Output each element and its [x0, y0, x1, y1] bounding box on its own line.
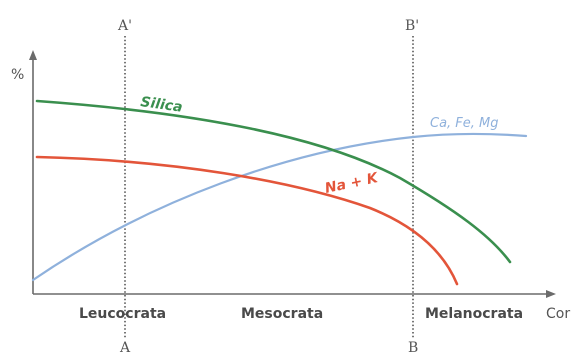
nak-label: Na + K	[324, 170, 381, 197]
marker-a-bottom-label: A	[119, 340, 131, 355]
nak-curve	[35, 155, 459, 286]
y-axis-label: %	[11, 67, 24, 83]
x-axis-arrow	[546, 290, 556, 298]
x-axis-label: Cor	[546, 306, 570, 322]
zone-mesocrata-label: Mesocrata	[241, 306, 323, 322]
cafemg-label: Ca, Fe, Mg	[430, 116, 499, 131]
silica-label: Silica	[139, 94, 183, 116]
silica-curve	[35, 99, 512, 264]
y-axis-arrow	[29, 50, 37, 60]
marker-a-top-label: A'	[117, 18, 132, 34]
marker-b-bottom-label: B	[408, 340, 418, 355]
zone-leucocrata-label: Leucocrata	[79, 306, 166, 322]
cafemg-curve	[31, 132, 528, 282]
zone-melanocrata-label: Melanocrata	[425, 306, 523, 322]
marker-b-top-label: B'	[405, 18, 419, 34]
